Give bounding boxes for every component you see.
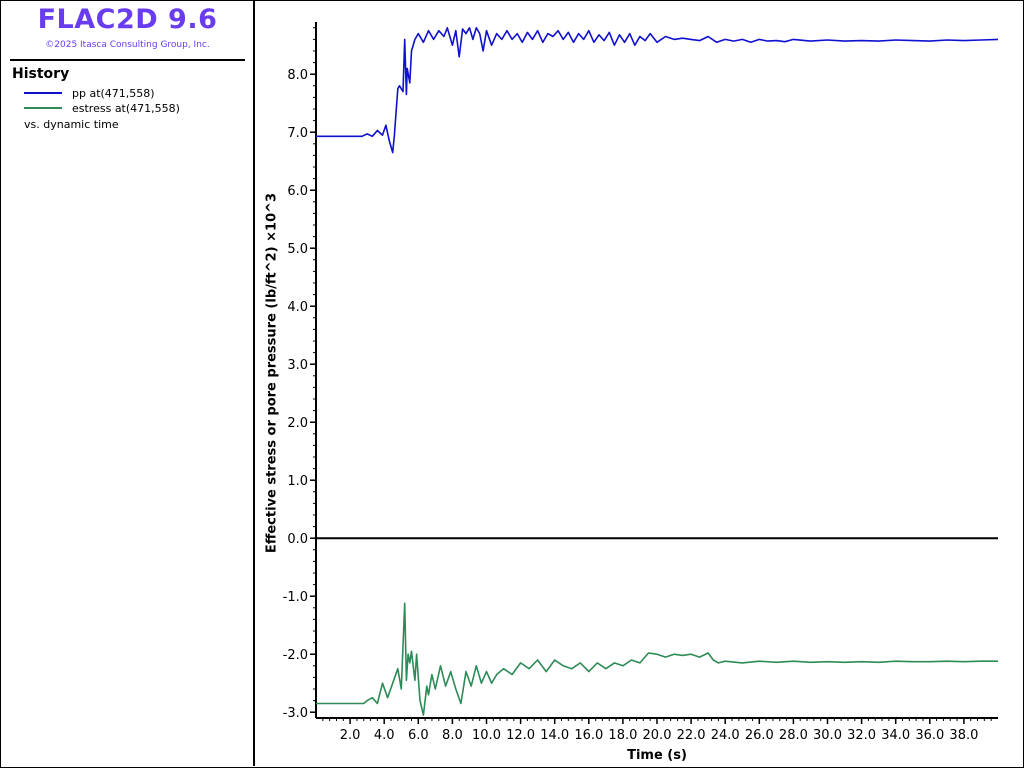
history-heading: History	[12, 66, 70, 82]
x-tick-label: 6.0	[408, 728, 429, 743]
series-line-1	[316, 602, 998, 716]
legend-panel: FLAC2D 9.6 ©2025 Itasca Consulting Group…	[0, 0, 255, 766]
y-tick-label: 4.0	[287, 300, 308, 315]
history-chart: -3.0-2.0-1.00.01.02.03.04.05.06.07.08.0 …	[265, 22, 999, 763]
x-tick-label: 14.0	[540, 728, 569, 743]
x-tick-label: 20.0	[643, 728, 672, 743]
legend-entry-estress: estress at(471,558)	[24, 101, 180, 115]
legend-label-estress: estress at(471,558)	[72, 101, 180, 115]
y-tick-label: 0.0	[287, 532, 308, 547]
x-tick-label: 8.0	[442, 728, 463, 743]
y-tick-label: 8.0	[287, 68, 308, 83]
legend-caption: vs. dynamic time	[24, 118, 119, 131]
y-axis-label: Effective stress or pore pressure (lb/ft…	[265, 193, 280, 553]
y-axis-ticks: -3.0 -2.0 -1.0 0.0 1.0 2.0 3.0 4.0 5.0 6.0 7.0 8.0	[283, 27, 316, 721]
legend-label-pp: pp at(471,558)	[72, 86, 155, 100]
x-tick-label: 4.0	[374, 728, 395, 743]
app-title: FLAC2D 9.6	[37, 4, 218, 35]
x-tick-label: 16.0	[574, 728, 603, 743]
x-tick-label: 18.0	[608, 728, 637, 743]
title-divider	[10, 59, 245, 61]
x-tick-label: 32.0	[847, 728, 876, 743]
y-tick-label: -3.0	[283, 706, 308, 721]
x-tick-label: 36.0	[915, 728, 944, 743]
y-tick-label: -1.0	[283, 590, 308, 605]
x-axis-ticks: 2.0 4.0 6.0 8.0 10.0 12.0 14.0 16.0 18.0 20.0 22.0…	[322, 718, 992, 743]
y-tick-label: 5.0	[287, 242, 308, 257]
x-tick-label: 30.0	[813, 728, 842, 743]
x-tick-label: 10.0	[472, 728, 501, 743]
x-axis-label: Time (s)	[627, 748, 687, 763]
series-group	[316, 26, 999, 716]
x-tick-label: 24.0	[711, 728, 740, 743]
y-tick-label: 2.0	[287, 416, 308, 431]
y-tick-label: 1.0	[287, 474, 308, 489]
y-tick-label: 6.0	[287, 184, 308, 199]
copyright-text: ©2025 Itasca Consulting Group, Inc.	[45, 40, 210, 50]
x-tick-label: 38.0	[949, 728, 978, 743]
legend-entry-pp: pp at(471,558)	[24, 86, 155, 100]
legend-swatch-pp	[24, 92, 62, 94]
x-tick-label: 2.0	[340, 728, 361, 743]
legend-swatch-estress	[24, 107, 62, 109]
x-tick-label: 34.0	[881, 728, 910, 743]
x-tick-label: 28.0	[779, 728, 808, 743]
x-tick-label: 22.0	[677, 728, 706, 743]
x-tick-label: 12.0	[506, 728, 535, 743]
y-tick-label: 3.0	[287, 358, 308, 373]
x-tick-label: 26.0	[745, 728, 774, 743]
series-line-0	[316, 26, 999, 154]
y-tick-label: -2.0	[283, 648, 308, 663]
y-tick-label: 7.0	[287, 126, 308, 141]
